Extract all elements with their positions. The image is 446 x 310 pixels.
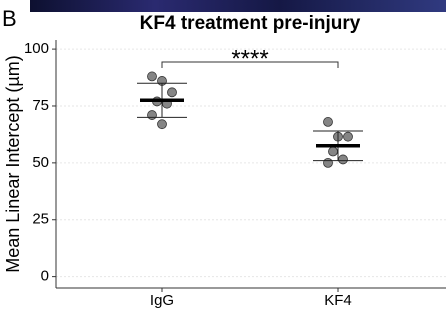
panel-label: B — [2, 6, 17, 31]
data-point — [339, 155, 348, 164]
y-tick-label: 0 — [41, 268, 49, 285]
image-strip — [30, 0, 446, 12]
data-point — [344, 132, 353, 141]
page: {"chart_data": {"type": "dotplot", "pane… — [0, 0, 446, 310]
y-tick-label: 25 — [32, 211, 49, 228]
x-tick-label: KF4 — [324, 292, 352, 309]
data-point — [158, 120, 167, 129]
data-point — [148, 72, 157, 81]
x-tick-label: IgG — [150, 292, 174, 309]
significance-label: **** — [231, 45, 268, 72]
data-point — [324, 117, 333, 126]
data-point — [168, 88, 177, 97]
y-tick-label: 100 — [24, 40, 49, 57]
chart-title: KF4 treatment pre-injury — [140, 13, 361, 34]
chart: B KF4 treatment pre-injury Mean Linear I… — [0, 0, 446, 310]
y-tick-label: 50 — [32, 154, 49, 171]
data-point — [148, 111, 157, 120]
data-point — [329, 147, 338, 156]
y-tick-label: 75 — [32, 97, 49, 114]
y-axis-label: Mean Linear Intercept (µm) — [3, 55, 23, 272]
data-point — [324, 158, 333, 167]
